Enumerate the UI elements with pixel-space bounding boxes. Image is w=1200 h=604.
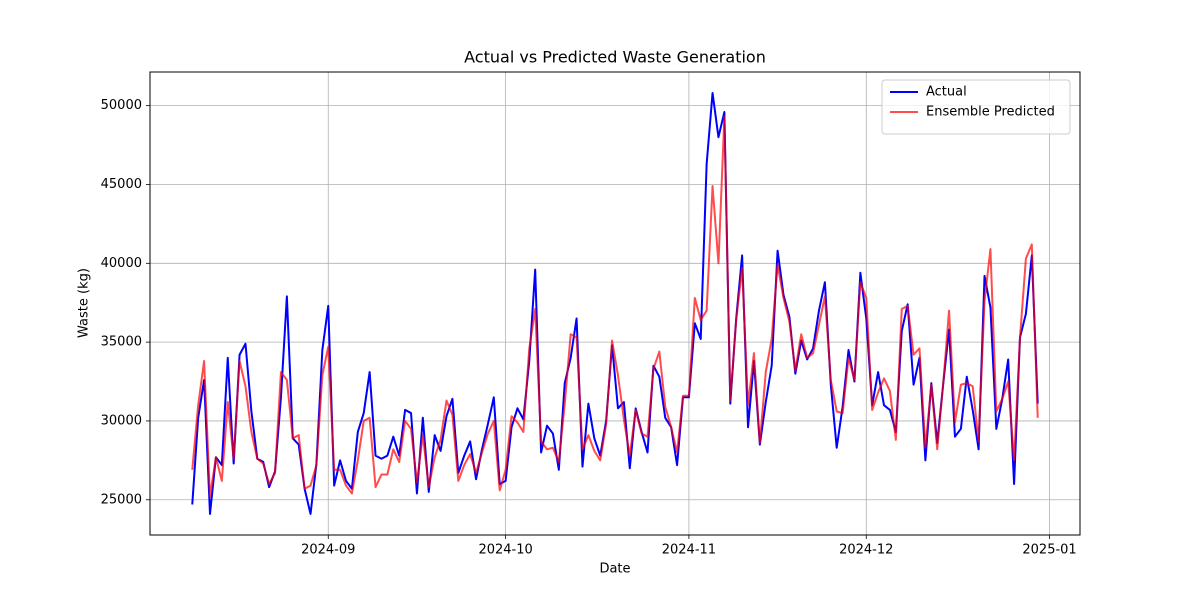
y-tick-label: 40000 — [101, 256, 142, 271]
y-axis-label: Waste (kg) — [77, 268, 92, 338]
legend-box — [881, 79, 1071, 135]
x-tick-label: 2024-11 — [662, 543, 716, 558]
plot-frame — [149, 71, 1081, 536]
y-tick-label: 35000 — [101, 335, 142, 350]
x-axis-label: Date — [599, 562, 630, 577]
y-tick-label: 30000 — [101, 413, 142, 428]
x-tick-label: 2024-10 — [478, 543, 532, 558]
y-tick-label: 45000 — [101, 177, 142, 192]
x-tick-label: 2024-09 — [301, 543, 355, 558]
legend-label: Ensemble Predicted — [926, 105, 1055, 120]
y-tick-label: 25000 — [101, 492, 142, 507]
chart-title: Actual vs Predicted Waste Generation — [464, 48, 766, 67]
x-tick-label: 2025-01 — [1022, 543, 1076, 558]
line-series — [191, 115, 1039, 498]
x-tick-label: 2024-12 — [839, 543, 893, 558]
y-tick-label: 50000 — [101, 98, 142, 113]
legend-label: Actual — [926, 85, 967, 100]
